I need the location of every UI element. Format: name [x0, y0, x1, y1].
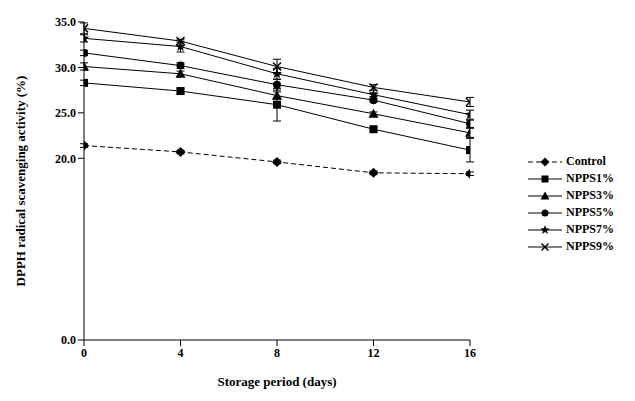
- svg-text:DPPH radical scavenging activi: DPPH radical scavenging activity (%): [13, 76, 28, 287]
- html-text:NPPS5%: NPPS5%: [566, 205, 614, 219]
- svg-text:8: 8: [274, 346, 280, 360]
- svg-text:30.0: 30.0: [55, 61, 76, 75]
- html-text:Control: Control: [566, 154, 606, 168]
- html-text:NPPS3%: NPPS3%: [566, 188, 614, 202]
- svg-text:4: 4: [178, 346, 184, 360]
- svg-text:Storage period (days): Storage period (days): [217, 374, 336, 389]
- svg-text:35.0: 35.0: [55, 15, 76, 29]
- html-text:NPPS9%: NPPS9%: [566, 239, 614, 253]
- svg-text:16: 16: [464, 346, 476, 360]
- svg-text:0.0: 0.0: [61, 333, 76, 347]
- html-text:NPPS1%: NPPS1%: [566, 171, 614, 185]
- html-text:NPPS7%: NPPS7%: [566, 222, 614, 236]
- svg-text:12: 12: [368, 346, 380, 360]
- svg-text:20.0: 20.0: [55, 152, 76, 166]
- svg-text:25.0: 25.0: [55, 106, 76, 120]
- svg-text:0: 0: [81, 346, 87, 360]
